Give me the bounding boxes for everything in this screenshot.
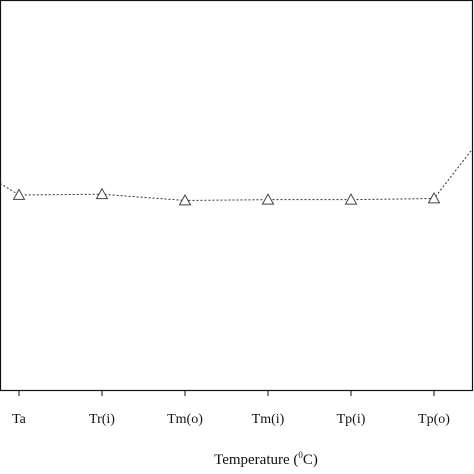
data-point-tp-o	[427, 191, 441, 204]
x-tick-label: Tm(i)	[252, 412, 285, 427]
x-tick-label: Tp(i)	[337, 412, 366, 427]
x-tick-labels: Ta Tr(i) Tm(o) Tm(i) Tp(i) Tp(o)	[12, 412, 450, 427]
series-line	[0, 147, 474, 201]
plot-frame	[0, 0, 474, 392]
data-points-group	[12, 187, 441, 206]
data-point-tr-i	[95, 187, 109, 200]
data-point-ta	[12, 188, 26, 200]
x-axis-title-prefix: Temperature (	[214, 452, 298, 468]
data-point-tm-o	[178, 193, 192, 206]
x-tick-marks	[18, 390, 435, 396]
x-axis-title-suffix: C)	[303, 452, 318, 468]
x-tick-label: Tm(o)	[167, 412, 203, 427]
data-point-tm-i	[261, 193, 275, 205]
x-tick-label: Ta	[12, 412, 27, 427]
x-axis-title-superscript: 0	[298, 450, 303, 460]
plot-border	[0, 0, 474, 392]
x-axis-title: Temperature (0C)	[214, 450, 318, 468]
x-tick-label: Tp(o)	[418, 412, 450, 427]
data-point-tp-i	[344, 193, 358, 205]
x-tick-label: Tr(i)	[89, 412, 115, 427]
series-line-group	[0, 147, 474, 201]
